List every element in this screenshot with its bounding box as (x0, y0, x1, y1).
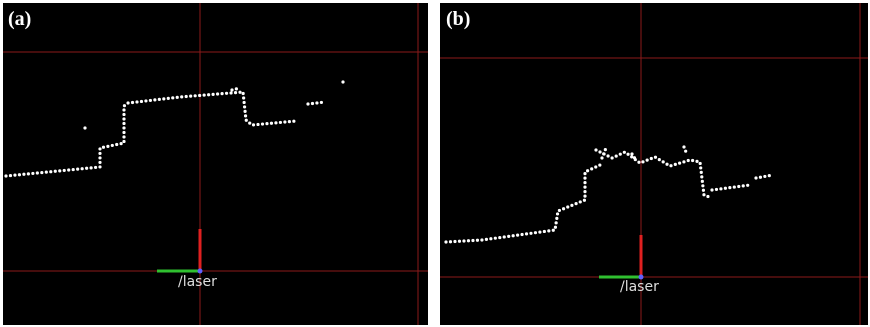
figure: /laser (a) /laser (b) (0, 0, 870, 327)
panel: /laser (a) (3, 3, 428, 325)
panel: /laser (b) (440, 3, 868, 325)
frame-label: /laser (620, 279, 659, 295)
axis-origin (198, 269, 203, 274)
frame-label: /laser (178, 274, 217, 290)
panel-label: (a) (8, 8, 31, 30)
panel-label: (b) (446, 8, 470, 30)
